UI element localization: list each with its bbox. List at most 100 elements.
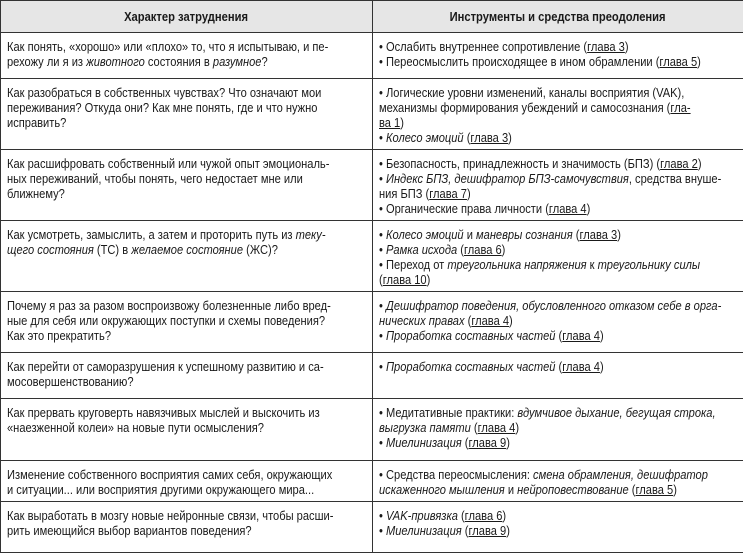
- text-line: • Органические права личности (глава 4): [379, 201, 685, 216]
- italic-term: разумное: [213, 54, 262, 69]
- text-segment: (ЖС)?: [243, 242, 278, 257]
- chapter-link[interactable]: глава 7: [429, 186, 467, 201]
- chapter-link[interactable]: глава 4: [478, 420, 516, 435]
- text-segment: ): [467, 186, 471, 201]
- text-segment: Как усмотреть, замыслить, а затем и прот…: [7, 227, 296, 242]
- text-segment: Изменение собственного восприятия самих …: [7, 467, 332, 482]
- chapter-link[interactable]: глава 4: [562, 359, 600, 374]
- chapter-link[interactable]: глава 4: [562, 328, 600, 343]
- table-row: Как разобраться в собственных чувствах? …: [1, 79, 743, 150]
- chapter-link[interactable]: глава 6: [464, 242, 502, 257]
- difficulty-cell: Как выработать в мозгу новые нейронные с…: [1, 502, 373, 553]
- difficulty-cell: Как расшифровать собственный или чужой о…: [1, 150, 373, 221]
- text-line: • Ослабить внутреннее сопротивление (гла…: [379, 39, 685, 54]
- text-segment: ): [502, 508, 506, 523]
- text-line: • Колесо эмоций (глава 3): [379, 130, 685, 145]
- text-line: • Миелинизация (глава 9): [379, 435, 685, 450]
- text-segment: (: [462, 523, 469, 538]
- italic-term: нейроповествование: [517, 482, 629, 497]
- text-segment: • Логические уровни изменений, каналы во…: [379, 85, 684, 100]
- italic-term: Миелинизация: [386, 523, 462, 538]
- text-segment: ): [587, 201, 591, 216]
- difficulty-cell: Изменение собственного восприятия самих …: [1, 461, 373, 502]
- text-line: нических правах (глава 4): [379, 313, 685, 328]
- chapter-link[interactable]: глава 9: [468, 523, 506, 538]
- table-row: Как прервать круговерть навязчивых мысле…: [1, 399, 743, 461]
- text-segment: ): [506, 435, 510, 450]
- text-line: мосовершенствованию?: [7, 374, 314, 389]
- text-segment: • Ослабить внутреннее сопротивление (: [379, 39, 587, 54]
- chapter-link[interactable]: глава 2: [660, 156, 698, 171]
- text-line: ные для себя или окружающих поступки и с…: [7, 313, 314, 328]
- chapter-link[interactable]: глава 10: [383, 272, 427, 287]
- text-segment: мосовершенствованию?: [7, 374, 134, 389]
- text-segment: (ТС) в: [94, 242, 131, 257]
- italic-term: треугольника напряжения: [447, 257, 586, 272]
- text-segment: ): [400, 115, 404, 130]
- chapter-link[interactable]: глава 5: [659, 54, 697, 69]
- chapter-link[interactable]: глава 3: [579, 227, 617, 242]
- text-segment: ): [427, 272, 431, 287]
- text-line: • Переход от треугольника напряжения к т…: [379, 257, 685, 272]
- text-line: Почему я раз за разом воспроизвожу болез…: [7, 298, 314, 313]
- chapter-link[interactable]: глава 9: [468, 435, 506, 450]
- text-segment: ): [502, 242, 506, 257]
- text-line: исправить?: [7, 115, 314, 130]
- text-segment: ): [515, 420, 519, 435]
- text-line: • Дешифратор поведения, обусловленного о…: [379, 298, 685, 313]
- text-line: Как разобраться в собственных чувствах? …: [7, 85, 314, 100]
- chapter-link[interactable]: глава 5: [635, 482, 673, 497]
- text-line: Как это прекратить?: [7, 328, 314, 343]
- text-line: (глава 10): [379, 272, 685, 287]
- difficulty-cell: Как понять, «хорошо» или «плохо» то, что…: [1, 33, 373, 79]
- text-line: • Переосмыслить происходящее в ином обра…: [379, 54, 685, 69]
- italic-term: Проработка составных частей: [386, 359, 555, 374]
- italic-term: нических правах: [379, 313, 465, 328]
- text-line: Как прервать круговерть навязчивых мысле…: [7, 405, 314, 420]
- text-line: рить имеющийся выбор вариантов поведения…: [7, 523, 314, 538]
- text-segment: (: [465, 313, 472, 328]
- text-line: ния БПЗ (глава 7): [379, 186, 685, 201]
- difficulty-cell: Как перейти от саморазрушения к успешном…: [1, 353, 373, 399]
- chapter-link[interactable]: глава 6: [465, 508, 503, 523]
- text-line: Изменение собственного восприятия самих …: [7, 467, 314, 482]
- text-line: ва 1): [379, 115, 685, 130]
- text-segment: (: [462, 435, 469, 450]
- table-row: Как понять, «хорошо» или «плохо» то, что…: [1, 33, 743, 79]
- chapter-link[interactable]: глава 4: [549, 201, 587, 216]
- chapter-link[interactable]: гла-: [670, 100, 690, 115]
- table-row: Как выработать в мозгу новые нейронные с…: [1, 502, 743, 553]
- difficulty-cell: Почему я раз за разом воспроизвожу болез…: [1, 292, 373, 353]
- text-line: • Логические уровни изменений, каналы во…: [379, 85, 685, 100]
- chapter-link[interactable]: глава 4: [471, 313, 509, 328]
- text-line: рехожу ли я из животного состояния в раз…: [7, 54, 314, 69]
- text-segment: рить имеющийся выбор вариантов поведения…: [7, 523, 252, 538]
- text-segment: Как разобраться в собственных чувствах? …: [7, 85, 321, 100]
- italic-term: щего состояния: [7, 242, 94, 257]
- difficulty-cell: Как усмотреть, замыслить, а затем и прот…: [1, 221, 373, 292]
- text-line: выгрузка памяти (глава 4): [379, 420, 685, 435]
- text-line: • Колесо эмоций и маневры сознания (глав…: [379, 227, 685, 242]
- tools-cell: • Проработка составных частей (глава 4): [373, 353, 743, 399]
- text-segment: исправить?: [7, 115, 66, 130]
- text-segment: ): [600, 359, 604, 374]
- text-segment: •: [379, 523, 386, 538]
- table-row: Почему я раз за разом воспроизвожу болез…: [1, 292, 743, 353]
- chapter-link[interactable]: ва 1: [379, 115, 400, 130]
- text-segment: ): [625, 39, 629, 54]
- text-segment: ные для себя или окружающих поступки и с…: [7, 313, 325, 328]
- text-segment: и: [464, 227, 476, 242]
- italic-term: искаженного мышления: [379, 482, 505, 497]
- chapter-link[interactable]: глава 3: [587, 39, 625, 54]
- text-line: «наезженной колеи» на новые пути осмысле…: [7, 420, 314, 435]
- text-segment: ных переживаний, чтобы понять, чего недо…: [7, 171, 303, 186]
- chapter-link[interactable]: глава 3: [470, 130, 508, 145]
- text-segment: ): [506, 523, 510, 538]
- text-segment: переживания? Откуда они? Как мне понять,…: [7, 100, 317, 115]
- italic-term: смена обрамления, дешифратор: [533, 467, 708, 482]
- text-segment: (: [464, 130, 471, 145]
- text-line: Как перейти от саморазрушения к успешном…: [7, 359, 314, 374]
- text-segment: , средства внуше-: [629, 171, 721, 186]
- text-segment: Как это прекратить?: [7, 328, 111, 343]
- tools-cell: • Медитативные практики: вдумчивое дыхан…: [373, 399, 743, 461]
